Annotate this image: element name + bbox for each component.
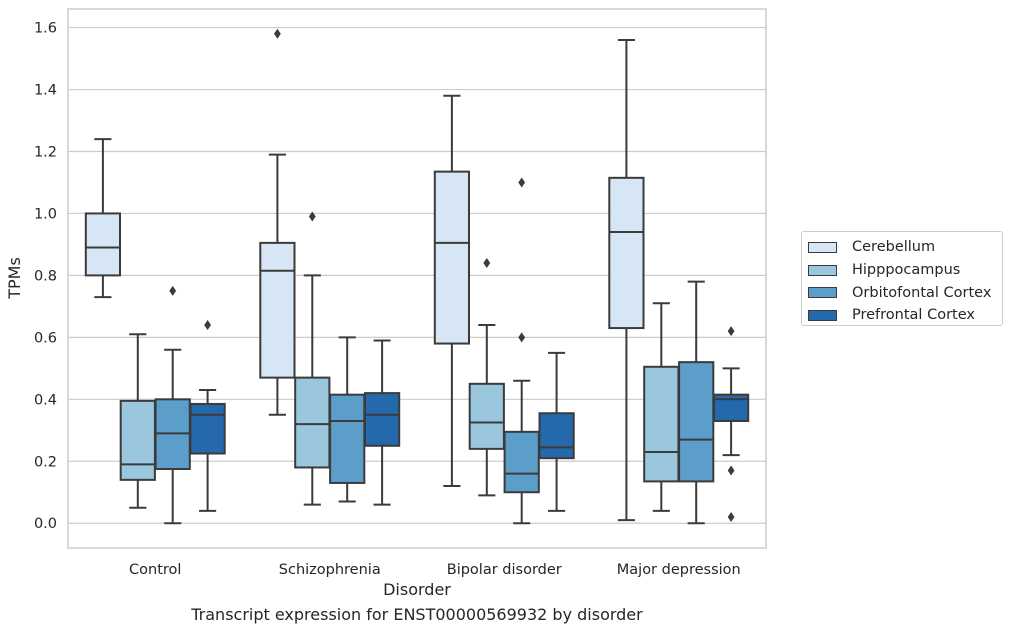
legend-label: Prefrontal Cortex — [852, 307, 975, 324]
box-3-1 — [363, 339, 401, 506]
y-tick-label: 0.6 — [34, 330, 57, 346]
outlier-point — [727, 512, 735, 523]
box-iqr — [259, 241, 296, 379]
legend-swatch — [808, 287, 837, 299]
box-iqr — [363, 392, 401, 447]
box-iqr — [433, 170, 471, 345]
y-tick-label: 1.0 — [34, 206, 57, 222]
outlier-point — [274, 28, 281, 39]
legend-item: Hipppocampus — [808, 259, 1002, 282]
y-tick-label: 1.2 — [34, 144, 57, 160]
box-0-1 — [259, 28, 296, 416]
x-tick-label: Bipolar disorder — [447, 562, 562, 578]
outlier-point — [518, 177, 526, 188]
outlier-point — [727, 465, 735, 476]
box-1-2 — [468, 258, 505, 497]
outlier-point — [169, 285, 177, 296]
outlier-point — [204, 319, 211, 330]
box-1-3 — [643, 302, 680, 512]
boxes — [84, 28, 750, 525]
outlier-point — [727, 326, 735, 337]
box-iqr — [119, 399, 156, 481]
x-tick-label: Schizophrenia — [279, 562, 381, 578]
x-axis-label: Disorder — [383, 580, 451, 599]
outlier-point — [308, 211, 316, 222]
box-1-1 — [294, 211, 331, 506]
x-tick-label: Control — [129, 562, 181, 578]
box-iqr — [643, 365, 680, 483]
legend-label: Orbitofontal Cortex — [852, 284, 992, 301]
y-axis: 0.0 0.2 0.4 0.6 0.8 1.0 1.2 1.4 1.6 — [34, 21, 57, 533]
box-iqr — [678, 361, 715, 483]
box-iqr — [189, 402, 226, 455]
y-tick-label: 1.4 — [34, 83, 57, 99]
box-2-1 — [329, 336, 366, 503]
box-iqr — [84, 212, 122, 277]
box-0-3 — [608, 38, 645, 522]
box-iqr — [608, 176, 645, 330]
y-tick-label: 0.4 — [34, 392, 57, 408]
legend: Cerebellum Hipppocampus Orbitofontal Corte… — [801, 231, 1003, 326]
legend-swatch — [808, 264, 837, 276]
box-3-3 — [712, 326, 750, 523]
y-tick-label: 1.6 — [34, 21, 57, 37]
outlier-point — [483, 258, 491, 269]
box-2-0 — [154, 285, 191, 525]
legend-label: Hipppocampus — [852, 262, 961, 279]
box-iqr — [468, 382, 505, 450]
legend-item: Orbitofontal Cortex — [808, 281, 1002, 304]
box-3-0 — [189, 319, 226, 512]
legend-swatch — [808, 309, 837, 321]
y-tick-label: 0.0 — [34, 516, 57, 532]
box-iqr — [538, 412, 575, 460]
legend-item: Cerebellum — [808, 236, 1002, 259]
box-1-0 — [119, 333, 156, 509]
box-iqr — [329, 393, 366, 484]
box-2-2 — [503, 177, 540, 525]
figure-caption: Transcript expression for ENST0000056993… — [191, 605, 643, 624]
box-iqr — [294, 376, 331, 469]
legend-label: Cerebellum — [852, 239, 936, 256]
box-3-2 — [538, 351, 575, 512]
legend-swatch — [808, 241, 837, 253]
outlier-point — [518, 332, 526, 343]
x-tick-label: Major depression — [617, 562, 741, 578]
box-2-3 — [678, 280, 715, 525]
y-tick-label: 0.2 — [34, 454, 57, 470]
y-axis-label: TPMs — [5, 257, 24, 300]
box-0-0 — [84, 138, 122, 299]
x-axis: Control Schizophrenia Bipolar disorder Majo… — [129, 562, 741, 578]
y-tick-label: 0.8 — [34, 268, 57, 284]
box-0-2 — [433, 94, 471, 488]
box-iqr — [503, 430, 540, 494]
legend-item: Prefrontal Cortex — [808, 304, 1002, 327]
plot-area — [67, 8, 767, 549]
